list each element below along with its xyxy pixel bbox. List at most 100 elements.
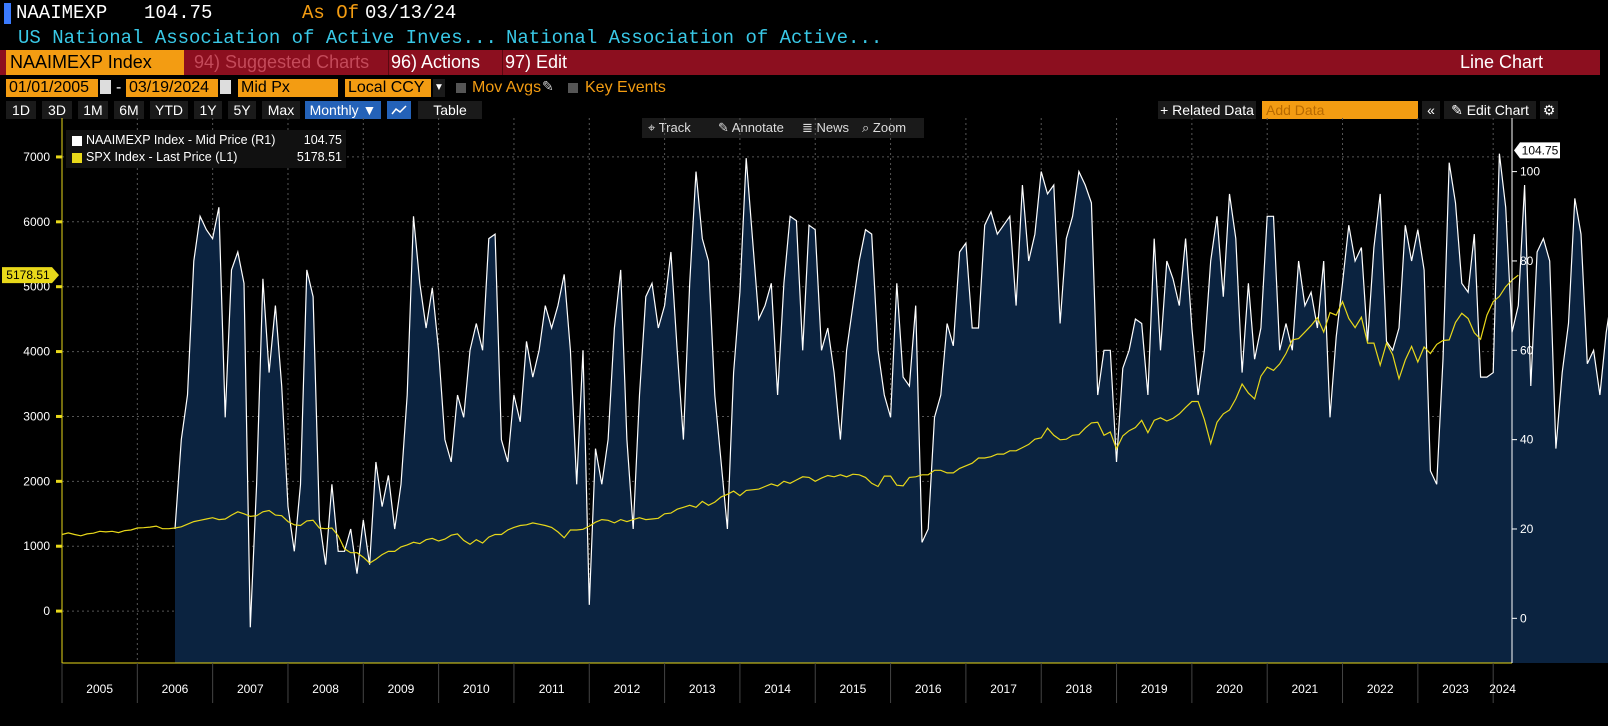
mov-avgs-label: Mov Avgs xyxy=(472,79,542,96)
range-controls: 01/01/2005 - 03/19/2024 Mid Px Local CCY… xyxy=(0,78,1608,100)
legend-item-spx[interactable]: SPX Index - Last Price (L1) 5178.51 xyxy=(72,149,342,165)
period-1y[interactable]: 1Y xyxy=(194,101,222,119)
pencil-icon[interactable]: ✎ xyxy=(542,78,554,94)
edit-menu[interactable]: 97) Edit xyxy=(502,50,585,75)
news-label: News xyxy=(816,120,850,135)
edit-chart-button[interactable]: ✎ Edit Chart xyxy=(1444,101,1536,119)
x-tick-label: 2020 xyxy=(1216,682,1243,696)
currency-select[interactable]: Local CCY xyxy=(345,79,431,97)
chart-type-label[interactable]: Line Chart xyxy=(1460,52,1544,72)
security-description: US National Association of Active Inves.… xyxy=(18,27,497,49)
add-data-input[interactable]: Add Data xyxy=(1262,101,1418,119)
ticker[interactable]: NAAIMEXP xyxy=(16,2,108,24)
line-chart-icon[interactable] xyxy=(387,101,411,119)
x-tick-label: 2016 xyxy=(915,682,942,696)
line-chart[interactable]: 0 1000 2000 3000 4000 5000 6000 7000 0 20 40 60 80 10… xyxy=(0,118,1608,726)
last-value-flag-left xyxy=(2,267,59,284)
news-button[interactable]: ≣ News xyxy=(796,118,862,138)
x-tick-label: 2022 xyxy=(1367,682,1394,696)
period-1m[interactable]: 1M xyxy=(78,101,108,119)
related-data-button[interactable]: + Related Data xyxy=(1158,101,1256,119)
left-tick xyxy=(56,285,62,289)
x-tick-label: 2013 xyxy=(689,682,716,696)
key-events-label: Key Events xyxy=(585,79,666,96)
left-tick-label: 2000 xyxy=(23,474,50,488)
track-button[interactable]: ⌖ Track xyxy=(642,118,718,138)
left-tick xyxy=(56,544,62,548)
left-tick-label: 6000 xyxy=(23,215,50,229)
header-row: NAAIMEXP 104.75 As Of 03/13/24 xyxy=(0,0,1608,26)
period-1d[interactable]: 1D xyxy=(6,101,36,119)
left-tick-label: 3000 xyxy=(23,409,50,423)
annotate-button[interactable]: ✎ Annotate xyxy=(712,118,802,138)
right-tick-label: 100 xyxy=(1520,165,1540,179)
left-tick xyxy=(56,220,62,224)
mov-avgs-checkbox[interactable] xyxy=(456,83,466,93)
security-field[interactable]: NAAIMEXP Index xyxy=(6,50,184,75)
x-tick-label: 2012 xyxy=(614,682,641,696)
key-events-checkbox[interactable] xyxy=(568,83,578,93)
x-tick-label: 2008 xyxy=(312,682,339,696)
news-icon: ≣ xyxy=(802,120,817,135)
legend-label: NAAIMEXP Index - Mid Price (R1) xyxy=(86,133,276,147)
right-tick-label: 0 xyxy=(1520,611,1527,625)
left-tick xyxy=(56,609,62,613)
left-tick-label: 1000 xyxy=(23,539,50,553)
x-tick-label: 2007 xyxy=(237,682,264,696)
gear-icon[interactable]: ⚙ xyxy=(1540,101,1558,119)
chevron-down-icon[interactable]: ▼ xyxy=(433,79,445,97)
period-bar: 1D 3D 1M 6M YTD 1Y 5Y Max Monthly ▼ Tabl… xyxy=(0,100,1608,120)
x-tick-label: 2017 xyxy=(990,682,1017,696)
suggested-charts-menu[interactable]: 94) Suggested Charts xyxy=(194,52,370,72)
left-tick-label: 4000 xyxy=(23,345,50,359)
legend-item-naaim[interactable]: NAAIMEXP Index - Mid Price (R1) 104.75 xyxy=(72,132,342,148)
price-field-select[interactable]: Mid Px xyxy=(238,79,338,97)
left-tick xyxy=(56,350,62,354)
left-tick xyxy=(56,155,62,159)
series-line-naaim[interactable] xyxy=(174,150,1608,628)
actions-menu[interactable]: 96) Actions xyxy=(388,50,496,75)
pencil-icon: ✎ xyxy=(1451,102,1467,118)
x-tick-label: 2006 xyxy=(162,682,189,696)
magnifier-icon: ⌕ xyxy=(862,120,873,135)
x-tick-label: 2024 xyxy=(1489,682,1516,696)
series-line-spx[interactable] xyxy=(61,274,1519,564)
end-date-field[interactable]: 03/19/2024 xyxy=(126,79,218,97)
period-max[interactable]: Max xyxy=(262,101,300,119)
period-6m[interactable]: 6M xyxy=(114,101,144,119)
period-3d[interactable]: 3D xyxy=(42,101,72,119)
last-value-left: 5178.51 xyxy=(6,268,50,282)
zoom-label: Zoom xyxy=(872,120,907,135)
x-tick-label: 2009 xyxy=(388,682,415,696)
period-5y[interactable]: 5Y xyxy=(228,101,256,119)
asof-date: 03/13/24 xyxy=(365,2,457,24)
right-tick-label: 20 xyxy=(1520,522,1534,536)
legend-value: 5178.51 xyxy=(296,150,342,164)
start-date-field[interactable]: 01/01/2005 xyxy=(6,79,98,97)
edit-chart-label: Edit Chart xyxy=(1466,102,1529,118)
period-ytd[interactable]: YTD xyxy=(150,101,188,119)
frequency-select[interactable]: Monthly ▼ xyxy=(305,101,381,119)
last-value-flag-right xyxy=(1514,142,1560,159)
annotate-label: Annotate xyxy=(731,120,784,135)
right-tick-label: 60 xyxy=(1520,343,1534,357)
left-tick-label: 7000 xyxy=(23,150,50,164)
x-tick-label: 2021 xyxy=(1292,682,1319,696)
last-value-right: 104.75 xyxy=(1522,143,1559,157)
last-price: 104.75 xyxy=(144,2,213,24)
date-separator: - xyxy=(116,79,122,96)
table-toggle[interactable]: Table xyxy=(418,101,482,119)
calendar-icon[interactable] xyxy=(220,80,231,94)
x-tick-label: 2023 xyxy=(1442,682,1469,696)
right-tick-label: 40 xyxy=(1520,433,1534,447)
left-tick-label: 5000 xyxy=(23,280,50,294)
collapse-icon[interactable]: « xyxy=(1422,101,1440,119)
zoom-button[interactable]: ⌕ Zoom xyxy=(856,118,924,138)
legend-swatch xyxy=(72,135,82,146)
x-tick-label: 2015 xyxy=(840,682,867,696)
x-tick-label: 2014 xyxy=(764,682,791,696)
ticker-marker xyxy=(4,3,11,24)
calendar-icon[interactable] xyxy=(100,80,111,94)
right-tick-label: 80 xyxy=(1520,254,1534,268)
left-tick xyxy=(56,479,62,483)
